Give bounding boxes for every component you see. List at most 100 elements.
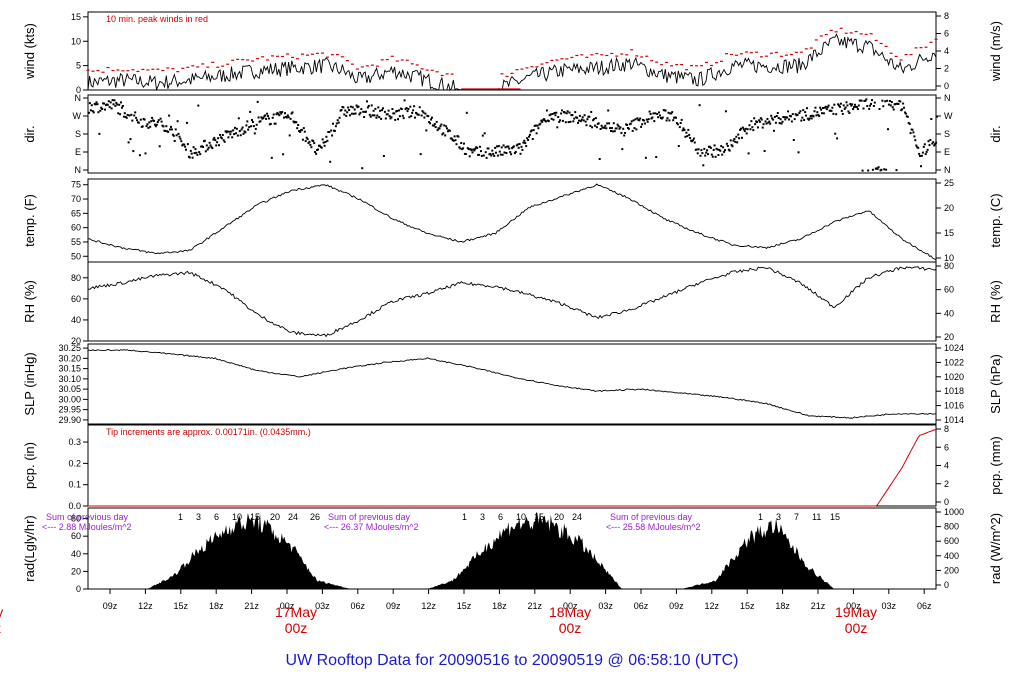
direction-point: [227, 136, 230, 139]
direction-point: [520, 145, 523, 148]
direction-point: [849, 103, 852, 105]
direction-point: [381, 109, 383, 112]
direction-point: [139, 118, 142, 121]
direction-point: [281, 111, 284, 114]
direction-point: [366, 106, 369, 109]
direction-point: [780, 122, 783, 125]
panel-pcp: pcp. (in) pcp. (mm) 0.0 0.1 0.2 0.3 0 2 4 6 8 Tip i…: [22, 424, 1003, 511]
direction-point: [507, 145, 510, 148]
direction-point: [804, 111, 807, 114]
direction-point: [125, 116, 128, 119]
direction-point: [758, 120, 761, 123]
direction-point: [588, 115, 591, 118]
direction-point: [591, 126, 594, 129]
direction-point: [478, 153, 481, 156]
direction-point: [143, 118, 146, 121]
direction-point: [749, 128, 752, 131]
x-tick-label: 21z: [811, 601, 826, 611]
direction-point: [207, 146, 210, 149]
direction-point: [184, 145, 187, 148]
direction-point: [326, 139, 329, 142]
direction-point: [796, 113, 799, 116]
direction-point: [150, 120, 153, 123]
direction-point: [609, 127, 611, 130]
y-tick-label-right: 10: [944, 253, 954, 263]
direction-point: [300, 128, 303, 131]
direction-point: [160, 120, 163, 123]
direction-point: [334, 125, 337, 128]
direction-point: [671, 111, 674, 114]
direction-point: [237, 117, 240, 120]
hour-marker-label: 15: [250, 512, 260, 522]
direction-point: [665, 119, 668, 122]
direction-point: [822, 107, 824, 109]
direction-point: [912, 131, 915, 134]
direction-point: [784, 118, 787, 121]
direction-point: [343, 113, 346, 116]
y-tick-label-right: 1000: [944, 507, 964, 517]
direction-point: [597, 122, 600, 125]
direction-point: [686, 135, 689, 138]
direction-point: [482, 154, 485, 157]
direction-point: [740, 127, 742, 130]
direction-point: [397, 118, 399, 121]
direction-point: [812, 115, 815, 118]
direction-point: [312, 140, 315, 143]
direction-point: [353, 108, 356, 111]
plot-frame: [87, 261, 937, 342]
direction-point: [739, 128, 742, 131]
direction-point: [151, 116, 154, 119]
direction-point: [808, 117, 811, 120]
direction-point: [491, 149, 494, 152]
direction-point: [788, 118, 791, 121]
y-tick-label-right: 20: [944, 332, 954, 342]
direction-point: [838, 104, 840, 107]
direction-point: [592, 119, 595, 122]
day-hour-label: 00z: [285, 620, 308, 636]
y-tick-label-left: 60: [71, 531, 81, 541]
y-tick-label-left: 50: [71, 251, 81, 261]
direction-point: [284, 112, 286, 115]
y-tick-label-right: 8: [944, 11, 949, 21]
direction-point: [839, 102, 842, 105]
x-tick-label: 00z: [563, 601, 578, 611]
direction-point: [741, 126, 744, 129]
direction-point: [141, 125, 144, 128]
direction-point: [304, 140, 307, 143]
direction-point: [480, 154, 483, 157]
series-line-temp: [87, 183, 937, 261]
direction-point: [528, 135, 530, 138]
direction-point: [882, 105, 885, 108]
direction-point: [115, 101, 118, 104]
direction-point: [509, 151, 512, 154]
panel-rad: rad(Lgly/hr) rad (W/m^2)02040608002004006…: [22, 507, 1003, 594]
y-tick-label-right: S: [944, 129, 950, 139]
direction-point: [779, 118, 782, 121]
direction-point: [692, 139, 694, 142]
direction-point: [232, 129, 235, 132]
direction-point: [566, 110, 569, 113]
direction-point: [724, 149, 726, 152]
direction-point: [557, 116, 560, 118]
direction-point: [228, 130, 231, 133]
direction-point: [864, 99, 867, 102]
direction-point: [713, 144, 716, 147]
direction-point: [886, 99, 889, 102]
direction-point: [414, 116, 416, 119]
direction-point: [620, 131, 623, 134]
hour-marker-label: 26: [310, 512, 320, 522]
direction-point: [246, 120, 249, 123]
direction-point: [798, 111, 801, 114]
direction-point: [613, 130, 616, 133]
direction-point: [265, 117, 268, 120]
direction-point: [581, 116, 584, 119]
x-tick-label: 15z: [457, 601, 472, 611]
day-hour-label: 00z: [559, 620, 582, 636]
direction-point: [303, 130, 306, 133]
direction-point: [467, 148, 470, 151]
y-tick-label-left: W: [73, 111, 82, 121]
direction-point: [211, 147, 214, 150]
direction-point: [583, 114, 586, 117]
direction-point: [90, 104, 93, 107]
